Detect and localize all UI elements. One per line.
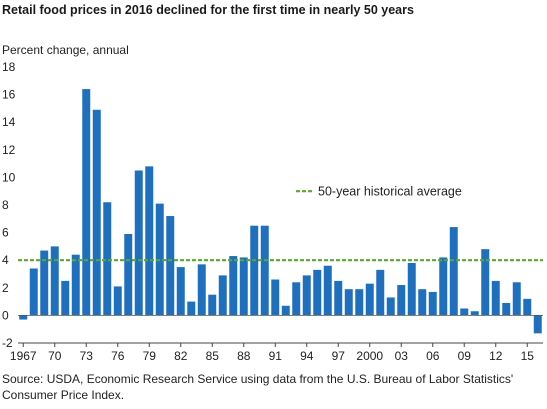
x-tick-label: 88 [237, 349, 251, 363]
bar-1998 [344, 289, 353, 316]
bar-1992 [281, 305, 290, 316]
x-tick-label: 15 [521, 349, 535, 363]
x-tick-label: 97 [332, 349, 346, 363]
bar-1972 [71, 254, 80, 316]
bar-1986 [218, 275, 227, 316]
y-tick-label: 6 [2, 226, 9, 240]
y-tick-label: 18 [2, 60, 16, 74]
bar-1984 [197, 264, 206, 316]
bar-1983 [187, 301, 196, 316]
bar-2015 [523, 298, 532, 316]
bar-1990 [260, 225, 269, 316]
bar-1985 [208, 294, 217, 316]
y-tick-label: 2 [2, 281, 9, 295]
bar-1973 [82, 89, 91, 316]
bar-1977 [124, 233, 133, 316]
bar-1970 [50, 246, 59, 316]
source-note: Source: USDA, Economic Research Service … [2, 372, 514, 402]
bar-1996 [323, 265, 332, 316]
x-tick-label: 12 [489, 349, 503, 363]
bar-1991 [271, 279, 280, 316]
x-tick-label: 06 [426, 349, 440, 363]
y-tick-label: 16 [2, 88, 16, 102]
y-axis-label: Percent change, annual [2, 43, 129, 57]
y-tick-label: 10 [2, 170, 16, 184]
x-tick-label: 09 [458, 349, 472, 363]
bar-1979 [145, 166, 154, 316]
bar-2004 [407, 262, 416, 316]
bar-1968 [29, 268, 38, 316]
bar-1969 [40, 250, 49, 316]
y-tick-label: -2 [2, 336, 13, 350]
bar-2014 [512, 282, 521, 316]
bar-2008 [449, 227, 458, 316]
bar-1974 [92, 109, 101, 316]
bar-1967 [19, 315, 28, 320]
y-tick-label: 8 [2, 198, 9, 212]
bar-2005 [418, 289, 427, 316]
bar-2006 [428, 291, 437, 316]
bar-2002 [386, 297, 395, 316]
bar-1989 [250, 225, 259, 316]
x-tick-label: 94 [300, 349, 314, 363]
x-tick-label: 91 [269, 349, 283, 363]
bar-1987 [229, 256, 238, 316]
x-tick-label: 2000 [356, 349, 383, 363]
bar-1993 [292, 282, 301, 316]
x-tick-label: 76 [111, 349, 125, 363]
bar-1997 [334, 280, 343, 316]
bar-2010 [470, 311, 479, 316]
x-tick-label: 79 [143, 349, 157, 363]
y-tick-label: 12 [2, 143, 16, 157]
y-tick-label: 0 [2, 308, 9, 322]
legend-label: 50-year historical average [318, 185, 462, 199]
chart-title: Retail food prices in 2016 declined for … [2, 3, 414, 17]
bar-1975 [103, 202, 112, 316]
bar-1978 [134, 170, 143, 316]
bar-2000 [365, 283, 374, 316]
x-tick-label: 85 [206, 349, 220, 363]
bar-1988 [239, 257, 248, 316]
bar-2012 [491, 280, 500, 316]
bar-2016 [533, 315, 542, 334]
y-tick-label: 4 [2, 253, 9, 267]
x-tick-label: 03 [395, 349, 409, 363]
bar-1971 [61, 280, 70, 316]
bar-2013 [502, 302, 511, 316]
bar-1994 [302, 275, 311, 316]
bar-1999 [355, 289, 364, 316]
bar-1981 [166, 216, 175, 316]
bar-2001 [376, 269, 385, 316]
bar-2003 [397, 285, 406, 316]
bar-1982 [176, 267, 185, 316]
y-tick-label: 14 [2, 115, 16, 129]
x-tick-label: 1967 [10, 349, 37, 363]
bar-1995 [313, 269, 322, 316]
x-tick-label: 70 [48, 349, 62, 363]
x-tick-label: 82 [174, 349, 188, 363]
bar-1976 [113, 286, 122, 316]
x-tick-label: 73 [80, 349, 94, 363]
bar-2007 [439, 257, 448, 316]
bar-2011 [481, 249, 490, 316]
bar-2009 [460, 308, 469, 316]
